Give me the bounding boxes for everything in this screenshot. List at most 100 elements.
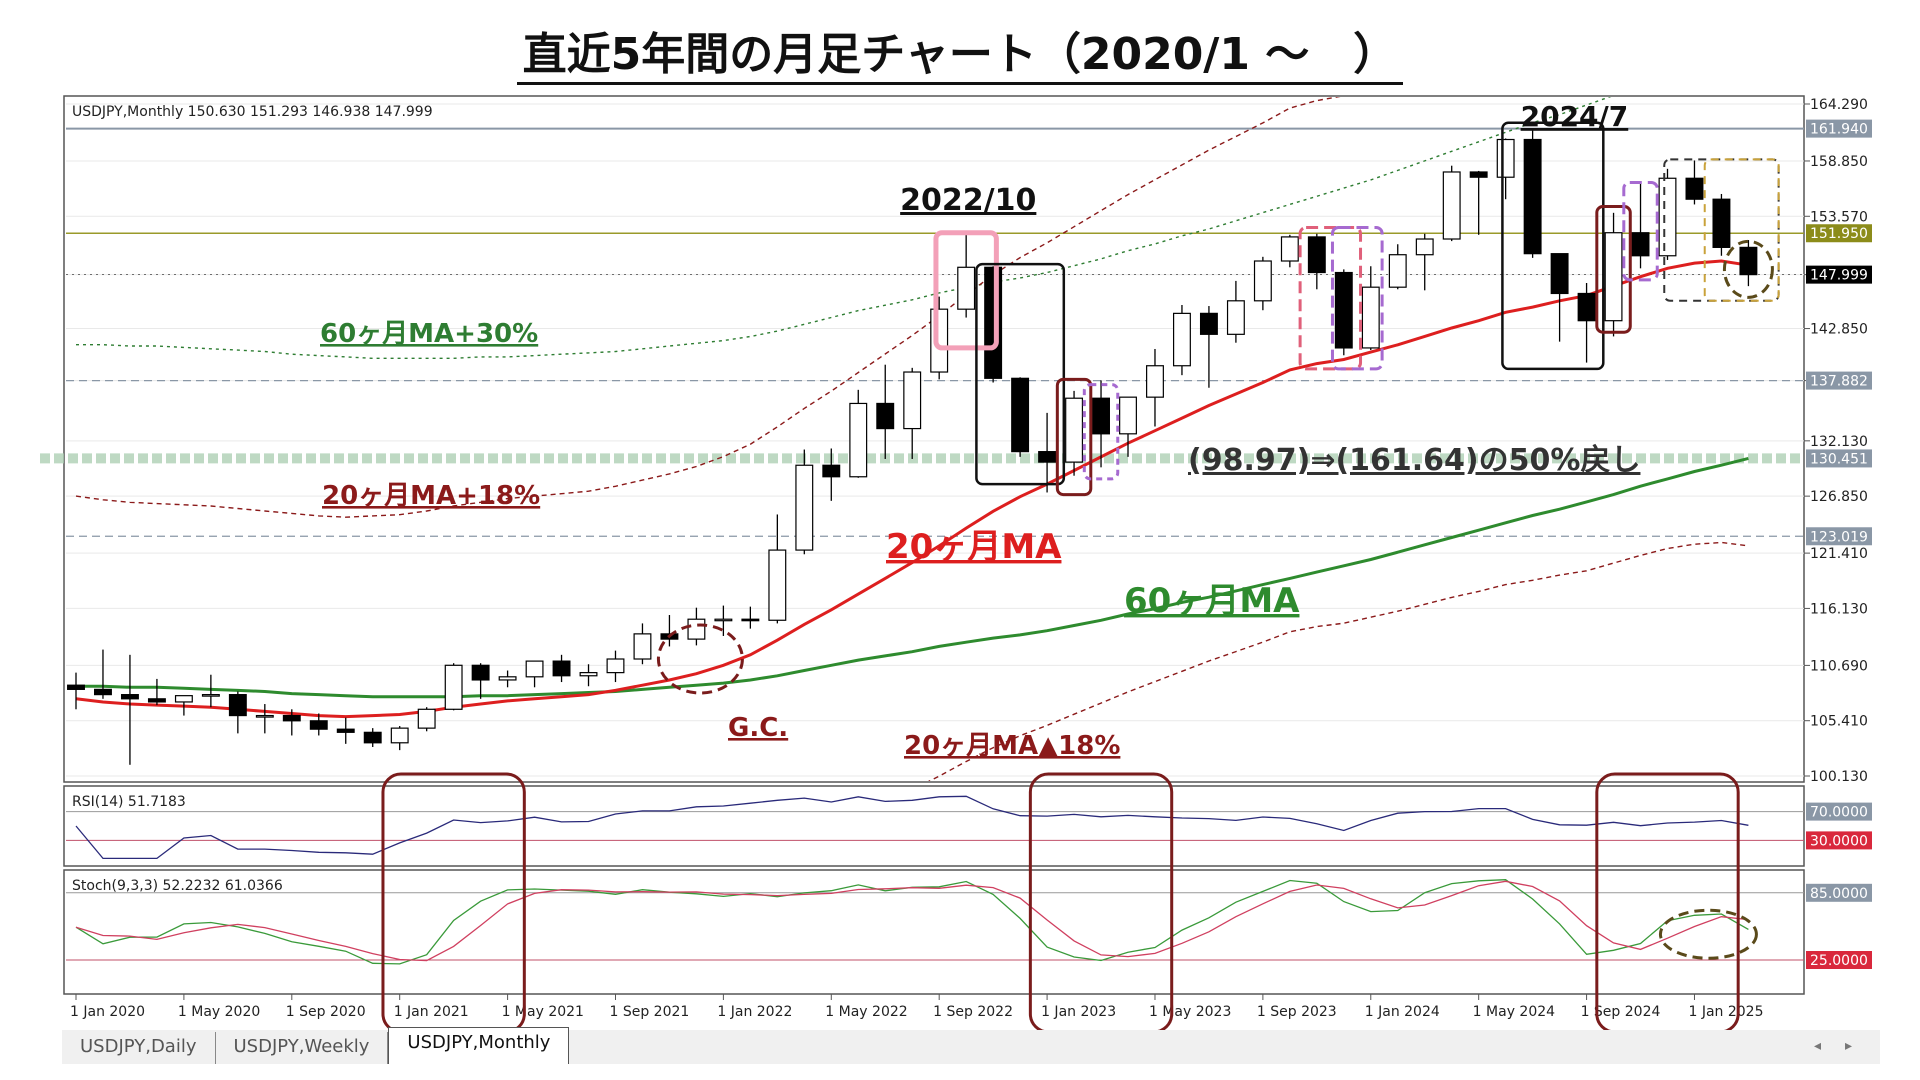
candle-body [390, 727, 409, 744]
candle-body [1388, 254, 1407, 288]
x-tick-label: 1 Jan 2024 [1365, 1004, 1440, 1020]
candle-body [1146, 365, 1164, 398]
price-label: 147.999 [1810, 268, 1868, 284]
box-2024-10 [1595, 205, 1632, 334]
candle-body [1280, 236, 1299, 262]
stoch-label: Stoch(9,3,3) 52.2232 61.0366 [72, 878, 283, 894]
x-tick-label: 1 Sep 2024 [1581, 1004, 1661, 1020]
rsi-30-label: 30.0000 [1810, 833, 1868, 849]
moving-averages [75, 259, 1749, 719]
candle-body [606, 658, 625, 674]
candle-body [903, 371, 922, 430]
main-panel-frame [63, 95, 1805, 783]
highlight-2022-10 [933, 230, 999, 351]
candle-body [471, 664, 490, 681]
x-tick-label: 1 May 2021 [502, 1004, 584, 1020]
rsi-30-box [1806, 831, 1872, 850]
price-label-box [1806, 527, 1872, 546]
candle-body [1038, 451, 1057, 463]
box-2023-02 [1082, 383, 1120, 481]
box-2023-10 [1298, 225, 1363, 371]
candle-body [201, 694, 220, 697]
candle-body [1172, 312, 1191, 367]
candle-body [1199, 312, 1218, 335]
x-tick-label: 1 Jan 2022 [717, 1004, 792, 1020]
y-tick-label: 110.690 [1810, 658, 1868, 674]
page-title: 直近5年間の月足チャート（2020/1 〜 ） [0, 18, 1920, 85]
annotation-ma60: 60ヶ月MA [1124, 581, 1300, 621]
ma20-minus18-envelope [927, 541, 1749, 781]
candle-body [1307, 236, 1326, 274]
rsi-70-box [1806, 802, 1872, 821]
candle-body [876, 402, 895, 430]
candle-body [714, 618, 733, 622]
candle-body [1577, 292, 1596, 322]
candle-body [1712, 198, 1731, 248]
candle-body [1631, 232, 1650, 257]
stoch-25-box [1806, 951, 1872, 969]
candle-body [579, 672, 598, 677]
candle-body [282, 714, 301, 722]
ma60-line [76, 456, 1749, 699]
price-label: 130.451 [1810, 451, 1868, 467]
candle-body [930, 308, 949, 373]
stoch-25-label: 25.0000 [1810, 953, 1868, 969]
candle-body [1092, 397, 1110, 435]
candle-body [1334, 271, 1353, 349]
candle-body [67, 684, 85, 690]
candle-body [633, 633, 652, 660]
rsi-label: RSI(14) 51.7183 [72, 794, 186, 810]
x-tick-label: 1 Sep 2023 [1257, 1004, 1337, 1020]
y-tick-label: 116.130 [1810, 601, 1868, 617]
circle-latest-candle [1722, 239, 1774, 299]
annotation-ma20: 20ヶ月MA [886, 527, 1062, 567]
candle-body [1011, 377, 1030, 453]
box-2025-gold [1703, 158, 1780, 302]
x-tick-label: 1 May 2020 [178, 1004, 260, 1020]
tab-usdjpy-monthly[interactable]: USDJPY,Monthly [388, 1027, 570, 1064]
y-tick-label: 105.410 [1810, 714, 1868, 730]
price-label: 137.882 [1810, 374, 1868, 390]
candle-body [1469, 171, 1488, 178]
y-tick-label: 121.410 [1810, 546, 1868, 562]
y-tick-label: 100.130 [1810, 769, 1868, 785]
box-2024-11 [1622, 180, 1659, 282]
rsi-line [75, 795, 1749, 860]
stoch-85-label: 85.0000 [1810, 886, 1868, 902]
x-tick-label: 1 May 2022 [825, 1004, 907, 1020]
box-2023-01 [1055, 377, 1093, 497]
price-lines [40, 127, 1804, 537]
annotation-2022-10: 2022/10 [900, 183, 1036, 218]
x-tick-label: 1 Jan 2023 [1041, 1004, 1116, 1020]
tab-usdjpy-daily[interactable]: USDJPY,Daily [62, 1032, 216, 1064]
candle-body [336, 728, 355, 733]
candle-body [1685, 177, 1704, 200]
annotation-ma20-plus18: 20ヶ月MA+18% [322, 481, 540, 511]
tab-scroll-arrows[interactable]: ◂▸ [1813, 1038, 1876, 1054]
chart-header: USDJPY,Monthly 150.630 151.293 146.938 1… [72, 104, 433, 120]
stoch-panel-frame [63, 869, 1805, 995]
candle-body [849, 402, 868, 478]
candle-body [1065, 397, 1084, 463]
symbol-tabs: USDJPY,Daily USDJPY,Weekly USDJPY,Monthl… [62, 1027, 570, 1064]
circle-golden-cross [656, 623, 744, 695]
stoch-d-line [75, 880, 1749, 962]
price-label-box [1806, 449, 1872, 468]
x-tick-label: 1 May 2023 [1149, 1004, 1231, 1020]
candle-body [1739, 246, 1758, 276]
candle-body [768, 549, 787, 621]
y-tick-label: 158.850 [1810, 154, 1868, 170]
annotation-ma60-plus30: 60ヶ月MA+30% [320, 319, 538, 349]
x-tick-label: 1 Jan 2025 [1688, 1004, 1763, 1020]
price-label-box [1806, 371, 1872, 390]
candle-body [795, 464, 814, 551]
x-tick-label: 1 Sep 2020 [286, 1004, 366, 1020]
candle-body [228, 694, 247, 717]
price-label: 123.019 [1810, 529, 1868, 545]
price-label: 161.940 [1810, 122, 1868, 138]
candle-body [1253, 260, 1272, 302]
tab-usdjpy-weekly[interactable]: USDJPY,Weekly [216, 1032, 389, 1064]
candle-body [957, 266, 976, 310]
candle-body [255, 714, 274, 718]
